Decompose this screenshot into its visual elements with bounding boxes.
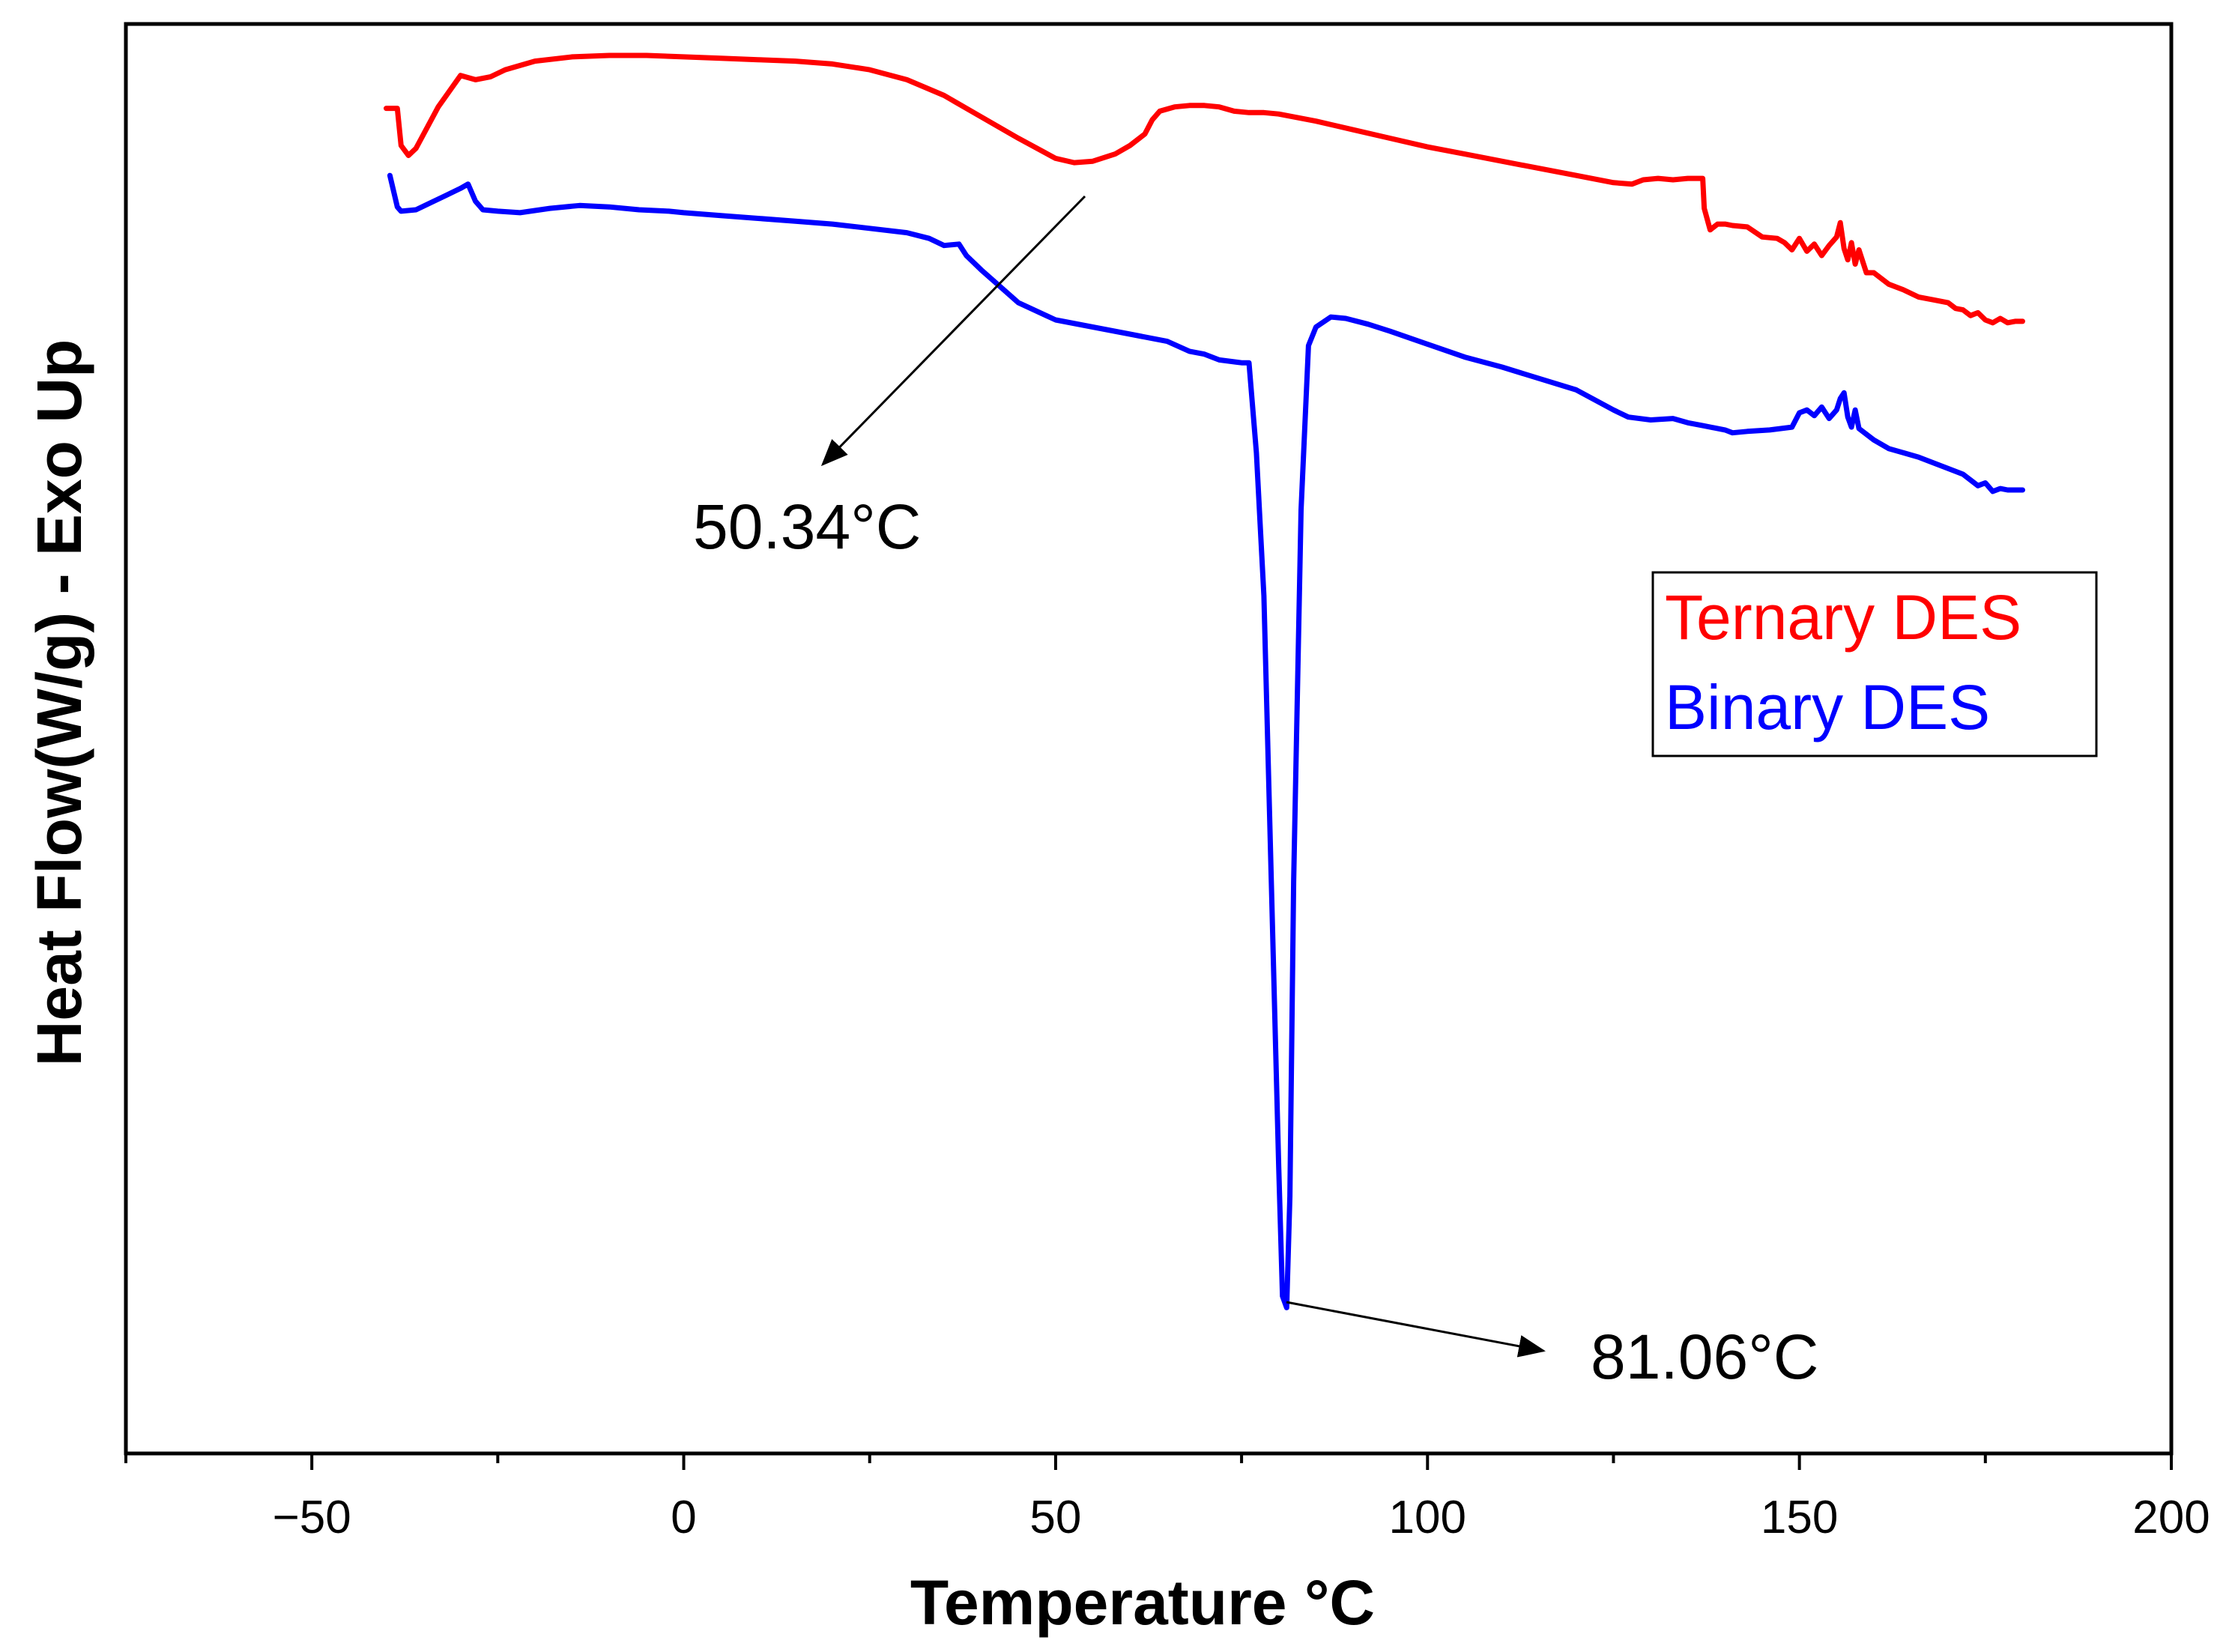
annotation-arrow-ternary [820,195,1086,467]
annotation-label-ternary: 50.34°C [693,491,921,562]
x-axis-title: Temperature °C [910,1567,1375,1638]
x-tick-label: −50 [273,1492,351,1543]
legend-entry-ternary: Ternary DES [1665,582,2021,653]
series-line-binary-des [387,172,2025,1310]
series-line-ternary-des [384,52,2025,326]
plot-frame [124,22,2174,1456]
x-tick-label: 50 [1029,1492,1081,1543]
legend: Ternary DES Binary DES [1651,571,2098,757]
x-tick-label: 0 [671,1492,696,1543]
annotation-label-binary: 81.06°C [1591,1322,1818,1392]
annotation-arrow-binary [1286,1301,1546,1358]
x-axis: −50 0 50 100 150 200 [124,1453,2210,1543]
series-layer [384,52,2025,1310]
x-tick-label: 100 [1389,1492,1466,1543]
legend-box [1651,571,2098,757]
x-tick-label: 150 [1761,1492,1838,1543]
y-axis-title: Heat Flow(W/g) - Exo Up [24,339,94,1067]
legend-entry-binary: Binary DES [1665,672,1990,742]
x-tick-label: 200 [2132,1492,2210,1543]
